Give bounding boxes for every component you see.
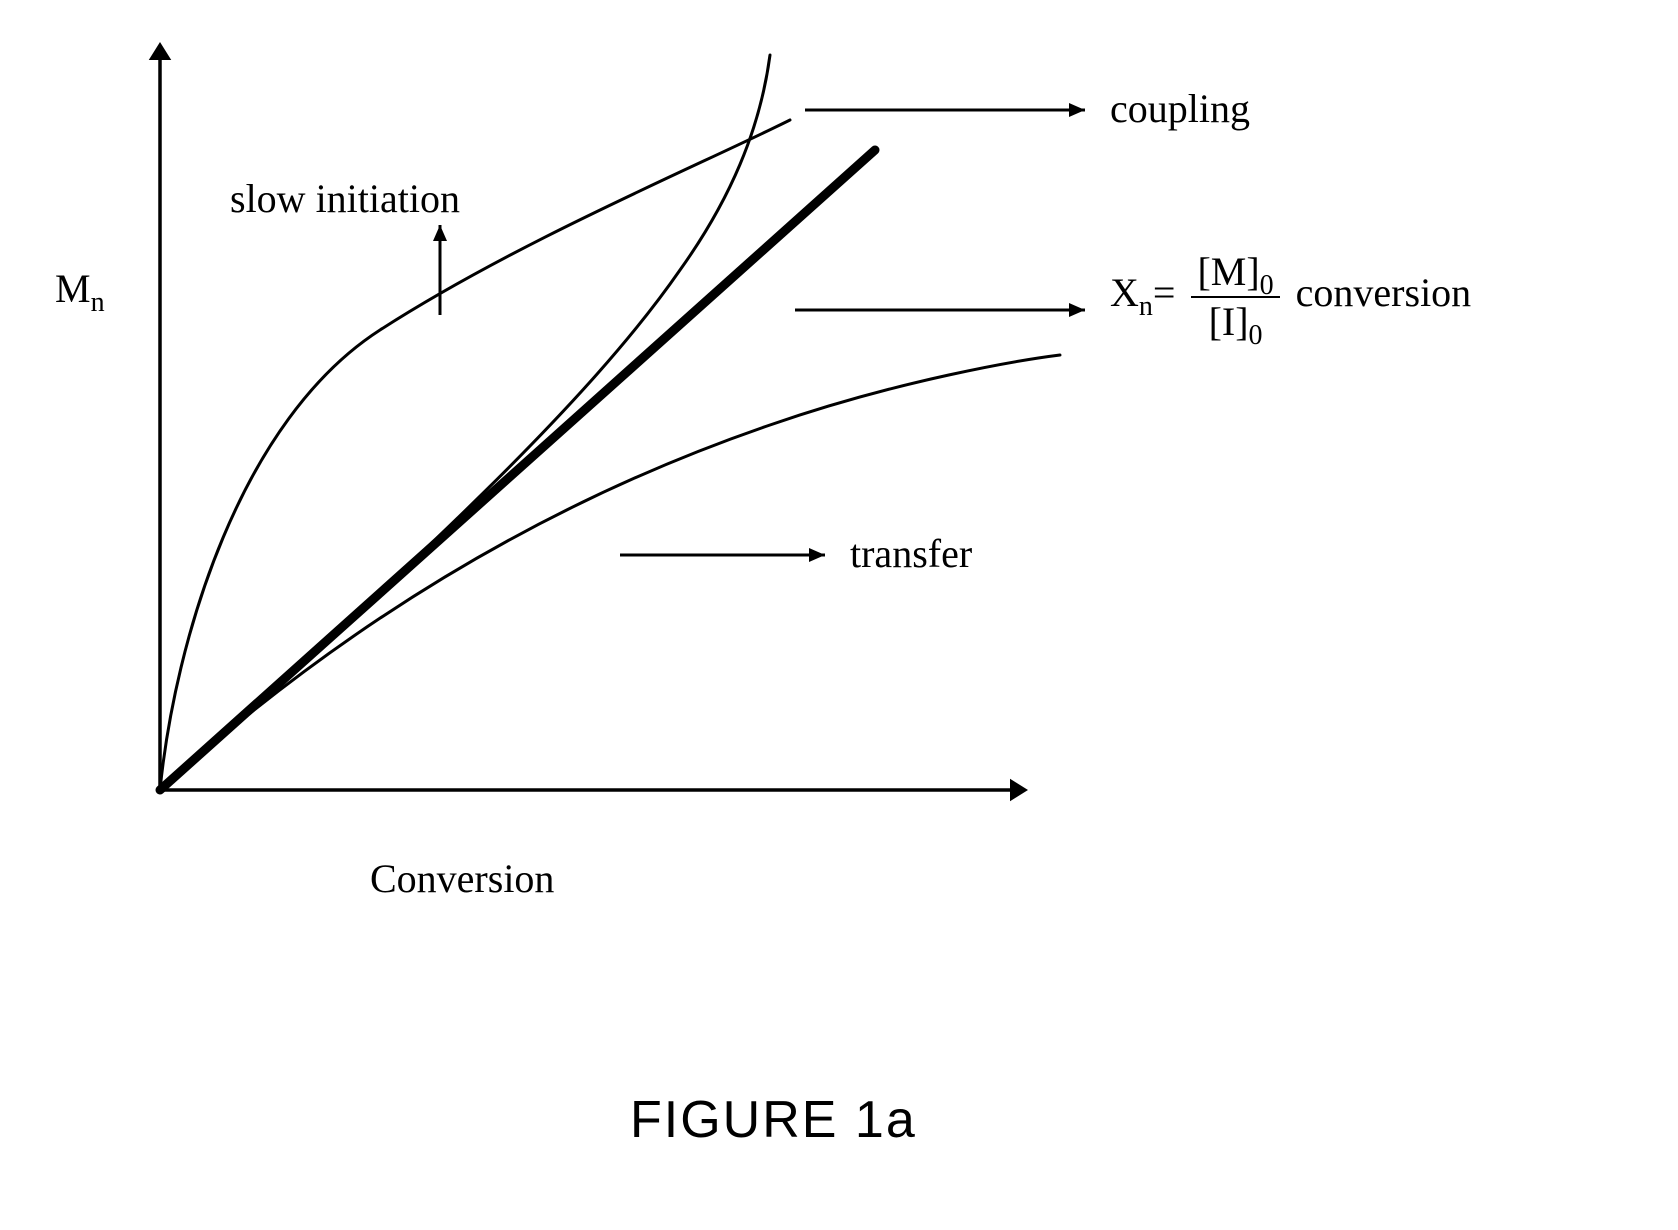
figure-caption: FIGURE 1a: [630, 1090, 917, 1150]
transfer-label: transfer: [850, 530, 972, 577]
chart-canvas: { "figure": { "caption": "FIGURE 1a", "c…: [0, 0, 1678, 1230]
equation-suffix: conversion: [1296, 270, 1472, 315]
coupling-label: coupling: [1110, 85, 1250, 132]
y-axis-label: Mn: [55, 265, 105, 312]
ideal-equation-label: Xn= [M]0 [I]0 conversion: [1110, 250, 1471, 344]
annotation-arrows: [433, 103, 1085, 562]
curve-coupling: [160, 55, 770, 790]
slow-initiation-label: slow initiation: [230, 175, 460, 222]
curves: [160, 55, 1060, 790]
x-axis-label: Conversion: [370, 855, 554, 902]
